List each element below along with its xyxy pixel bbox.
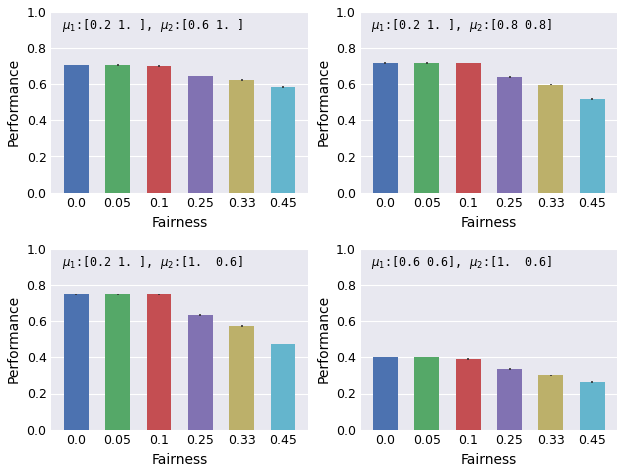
Bar [105, 294, 130, 429]
Bar [580, 382, 605, 429]
Bar [147, 294, 172, 429]
Bar [64, 65, 89, 192]
Text: $\mu_1$:[0.2 1. ], $\mu_2$:[1.  0.6]: $\mu_1$:[0.2 1. ], $\mu_2$:[1. 0.6] [62, 255, 243, 272]
Bar [414, 63, 439, 192]
Bar [539, 375, 563, 429]
Bar [497, 77, 522, 192]
Bar [539, 84, 563, 192]
Bar [271, 344, 295, 429]
Text: $\mu_1$:[0.2 1. ], $\mu_2$:[0.6 1. ]: $\mu_1$:[0.2 1. ], $\mu_2$:[0.6 1. ] [62, 18, 243, 35]
X-axis label: Fairness: Fairness [461, 216, 517, 230]
Bar [497, 369, 522, 429]
Bar [147, 66, 172, 192]
Bar [580, 99, 605, 192]
Bar [229, 80, 254, 192]
Bar [105, 65, 130, 192]
Y-axis label: Performance: Performance [7, 58, 21, 146]
Y-axis label: Performance: Performance [316, 58, 330, 146]
Text: $\mu_1$:[0.6 0.6], $\mu_2$:[1.  0.6]: $\mu_1$:[0.6 0.6], $\mu_2$:[1. 0.6] [371, 255, 552, 272]
Bar [414, 357, 439, 429]
Bar [64, 294, 89, 429]
Y-axis label: Performance: Performance [7, 295, 21, 383]
Bar [229, 326, 254, 429]
Bar [373, 63, 398, 192]
X-axis label: Fairness: Fairness [461, 453, 517, 467]
Bar [456, 359, 480, 429]
X-axis label: Fairness: Fairness [152, 453, 208, 467]
Bar [456, 63, 480, 192]
Bar [188, 315, 213, 429]
Bar [188, 75, 213, 192]
X-axis label: Fairness: Fairness [152, 216, 208, 230]
Y-axis label: Performance: Performance [316, 295, 330, 383]
Text: $\mu_1$:[0.2 1. ], $\mu_2$:[0.8 0.8]: $\mu_1$:[0.2 1. ], $\mu_2$:[0.8 0.8] [371, 18, 552, 35]
Bar [373, 357, 398, 429]
Bar [271, 87, 295, 192]
